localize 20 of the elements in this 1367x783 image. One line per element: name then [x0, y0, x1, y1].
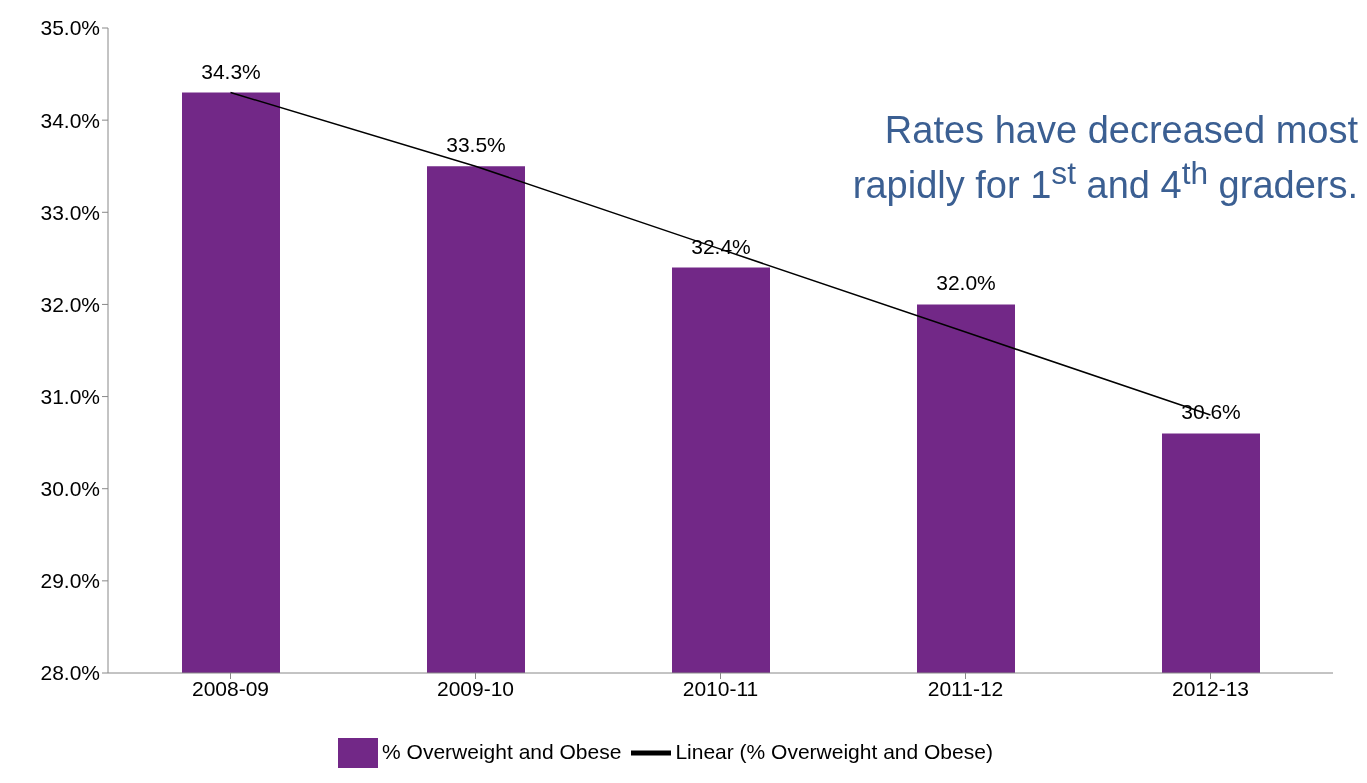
- legend-label: % Overweight and Obese: [382, 739, 622, 763]
- y-tick-label: 33.0%: [40, 200, 100, 224]
- data-label: 34.3%: [201, 59, 261, 83]
- y-tick-label: 32.0%: [40, 292, 100, 316]
- legend-label: Linear (% Overweight and Obese): [675, 739, 993, 763]
- y-tick-label: 29.0%: [40, 569, 100, 593]
- data-label: 33.5%: [446, 133, 506, 157]
- y-tick-label: 28.0%: [40, 661, 100, 685]
- x-tick-label: 2008-09: [191, 676, 270, 700]
- y-tick-label: 30.0%: [40, 477, 100, 501]
- x-tick-label: 2012-13: [1171, 676, 1250, 700]
- note-text: Rates have decreased most rapidly for 1$^{st}$ and 4$^{th}$ graders.: [851, 108, 1358, 208]
- data-label: 32.0%: [936, 271, 996, 295]
- x-tick-label: 2010-11: [682, 676, 759, 700]
- x-tick-label: 2011-12: [927, 676, 1004, 700]
- y-tick-label: 35.0%: [40, 16, 100, 40]
- data-label: 30.6%: [1181, 400, 1241, 424]
- y-tick-label: 34.0%: [40, 108, 100, 132]
- x-tick-label: 2009-10: [436, 676, 515, 700]
- y-tick-label: 31.0%: [40, 385, 100, 409]
